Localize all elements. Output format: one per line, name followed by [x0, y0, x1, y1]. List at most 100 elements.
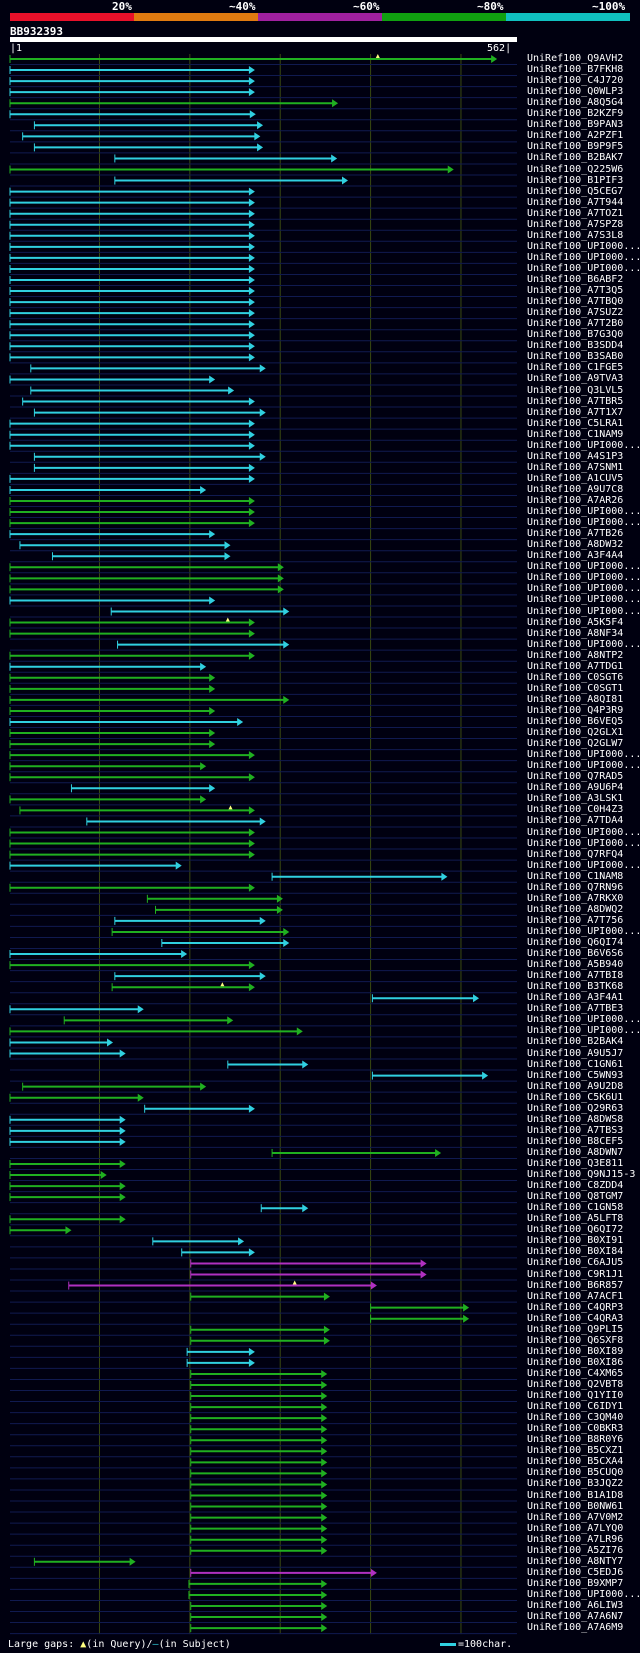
- hit-label[interactable]: UniRef100_B3SDD4: [527, 340, 624, 352]
- hit-label[interactable]: UniRef100_Q1YII0: [527, 1390, 624, 1402]
- hit-label[interactable]: UniRef100_A7TDG1: [527, 660, 624, 672]
- hit-label[interactable]: UniRef100_A7A6N7: [527, 1611, 624, 1623]
- hit-label[interactable]: UniRef100_A8NTY7: [527, 1555, 624, 1567]
- hit-label[interactable]: UniRef100_A3LSK1: [527, 793, 624, 805]
- hit-label[interactable]: UniRef100_C5K6U1: [527, 1091, 624, 1103]
- hit-label[interactable]: UniRef100_B5CXA4: [527, 1456, 624, 1468]
- hit-label[interactable]: UniRef100_UPI000...: [527, 240, 640, 252]
- hit-label[interactable]: UniRef100_UPI000...: [527, 760, 640, 772]
- hit-label[interactable]: UniRef100_Q9NJ15-3: [527, 1169, 636, 1181]
- hit-label[interactable]: UniRef100_A5B940: [527, 959, 624, 971]
- hit-label[interactable]: UniRef100_C6IDY1: [527, 1401, 624, 1413]
- hit-label[interactable]: UniRef100_A7A6M9: [527, 1622, 624, 1634]
- hit-label[interactable]: UniRef100_C1GN58: [527, 1202, 624, 1214]
- hit-label[interactable]: UniRef100_B5CXZ1: [527, 1445, 624, 1457]
- hit-label[interactable]: UniRef100_A7TDA4: [527, 815, 624, 827]
- hit-label[interactable]: UniRef100_Q2VBT8: [527, 1379, 624, 1390]
- hit-label[interactable]: UniRef100_B7G3Q0: [527, 329, 624, 341]
- hit-label[interactable]: UniRef100_A7T944: [527, 196, 624, 208]
- hit-label[interactable]: UniRef100_A5K5F4: [527, 616, 624, 628]
- hit-label[interactable]: UniRef100_B1PIF3: [527, 174, 624, 186]
- hit-label[interactable]: UniRef100_UPI000...: [527, 826, 640, 838]
- hit-label[interactable]: UniRef100_A8Q5G4: [527, 97, 624, 109]
- hit-label[interactable]: UniRef100_B2BAK4: [527, 1036, 624, 1048]
- hit-label[interactable]: UniRef100_UPI000...: [527, 262, 640, 274]
- hit-label[interactable]: UniRef100_B0XI84: [527, 1246, 624, 1258]
- hit-label[interactable]: UniRef100_Q3E811: [527, 1158, 624, 1169]
- hit-label[interactable]: UniRef100_B8CEF5: [527, 1135, 624, 1147]
- hit-label[interactable]: UniRef100_A7LYQ0: [527, 1522, 624, 1534]
- hit-label[interactable]: UniRef100_B9XMP7: [527, 1577, 624, 1589]
- hit-label[interactable]: UniRef100_A7T1X7: [527, 406, 624, 418]
- hit-label[interactable]: UniRef100_Q7RFQ4: [527, 848, 624, 860]
- hit-label[interactable]: UniRef100_A7TBQ0: [527, 296, 624, 308]
- hit-label[interactable]: UniRef100_A7TBR5: [527, 395, 624, 407]
- hit-label[interactable]: UniRef100_A4S1P3: [527, 450, 624, 462]
- hit-label[interactable]: UniRef100_C0BKR3: [527, 1423, 624, 1435]
- hit-label[interactable]: UniRef100_C1GN61: [527, 1058, 624, 1070]
- hit-label[interactable]: UniRef100_Q0WLP3: [527, 86, 624, 98]
- hit-label[interactable]: UniRef100_A7AR26: [527, 495, 624, 506]
- hit-label[interactable]: UniRef100_B8R0Y6: [527, 1434, 624, 1446]
- hit-label[interactable]: UniRef100_B2BAK7: [527, 152, 624, 164]
- hit-label[interactable]: UniRef100_UPI000...: [527, 925, 640, 937]
- hit-label[interactable]: UniRef100_Q9PLI5: [527, 1323, 624, 1335]
- hit-label[interactable]: UniRef100_B9P9F5: [527, 141, 624, 153]
- hit-label[interactable]: UniRef100_C0SGT6: [527, 671, 624, 683]
- hit-label[interactable]: UniRef100_B5CUQ0: [527, 1467, 624, 1479]
- hit-label[interactable]: UniRef100_UPI000...: [527, 251, 640, 263]
- hit-label[interactable]: UniRef100_A3F4A1: [527, 992, 624, 1004]
- hit-label[interactable]: UniRef100_C3QM40: [527, 1412, 624, 1424]
- hit-label[interactable]: UniRef100_C4J720: [527, 75, 624, 87]
- hit-label[interactable]: UniRef100_Q2GLX1: [527, 727, 624, 739]
- hit-label[interactable]: UniRef100_Q5CEG7: [527, 185, 624, 197]
- hit-label[interactable]: UniRef100_C4QRA3: [527, 1312, 624, 1324]
- hit-label[interactable]: UniRef100_C5LRA1: [527, 417, 624, 429]
- hit-label[interactable]: UniRef100_B6VEQ5: [527, 716, 624, 727]
- hit-label[interactable]: UniRef100_B6R857: [527, 1279, 624, 1291]
- hit-label[interactable]: UniRef100_A7SPZ8: [527, 218, 624, 230]
- hit-label[interactable]: UniRef100_Q29R63: [527, 1102, 624, 1114]
- hit-label[interactable]: UniRef100_UPI000...: [527, 837, 640, 849]
- hit-label[interactable]: UniRef100_A7TBI8: [527, 970, 624, 982]
- hit-label[interactable]: UniRef100_A8DWN7: [527, 1146, 624, 1158]
- hit-label[interactable]: UniRef100_Q225W6: [527, 163, 624, 175]
- hit-label[interactable]: UniRef100_A8NF34: [527, 627, 624, 639]
- hit-label[interactable]: UniRef100_C6AJU5: [527, 1257, 624, 1269]
- hit-label[interactable]: UniRef100_A9U5J7: [527, 1047, 624, 1059]
- hit-label[interactable]: UniRef100_A7LR96: [527, 1533, 624, 1545]
- hit-label[interactable]: UniRef100_UPI000...: [527, 749, 640, 761]
- hit-label[interactable]: UniRef100_UPI000...: [527, 572, 640, 584]
- hit-label[interactable]: UniRef100_A7TB26: [527, 528, 624, 540]
- hit-label[interactable]: UniRef100_B0XI89: [527, 1345, 624, 1357]
- hit-label[interactable]: UniRef100_UPI000...: [527, 439, 640, 451]
- hit-label[interactable]: UniRef100_Q4P3R9: [527, 704, 624, 716]
- hit-label[interactable]: UniRef100_UPI000...: [527, 605, 640, 617]
- hit-label[interactable]: UniRef100_C0H4Z3: [527, 804, 624, 816]
- hit-label[interactable]: UniRef100_A7SNM1: [527, 461, 624, 473]
- hit-label[interactable]: UniRef100_UPI000...: [527, 1025, 640, 1037]
- hit-label[interactable]: UniRef100_C4QRP3: [527, 1301, 624, 1313]
- hit-label[interactable]: UniRef100_UPI000...: [527, 1014, 640, 1026]
- hit-label[interactable]: UniRef100_A7SUZ2: [527, 307, 624, 319]
- hit-label[interactable]: UniRef100_Q8TGM7: [527, 1191, 624, 1203]
- hit-label[interactable]: UniRef100_B6V6S6: [527, 948, 624, 960]
- hit-label[interactable]: UniRef100_C0SGT1: [527, 682, 624, 694]
- hit-label[interactable]: UniRef100_C4XM65: [527, 1367, 624, 1379]
- hit-label[interactable]: UniRef100_C5WN93: [527, 1069, 624, 1081]
- hit-label[interactable]: UniRef100_Q6QI72: [527, 1224, 624, 1236]
- hit-label[interactable]: UniRef100_A7TBS3: [527, 1124, 624, 1136]
- hit-label[interactable]: UniRef100_UPI000...: [527, 1588, 640, 1600]
- hit-label[interactable]: UniRef100_C1NAM8: [527, 870, 624, 882]
- hit-label[interactable]: UniRef100_B0XI91: [527, 1235, 624, 1247]
- hit-label[interactable]: UniRef100_A7S3L8: [527, 229, 624, 241]
- hit-label[interactable]: UniRef100_A7TOZ1: [527, 207, 624, 219]
- hit-label[interactable]: UniRef100_A8NTP2: [527, 649, 624, 661]
- hit-label[interactable]: UniRef100_A7ACF1: [527, 1290, 624, 1302]
- hit-label[interactable]: UniRef100_B0NW61: [527, 1500, 624, 1512]
- hit-label[interactable]: UniRef100_UPI000...: [527, 506, 640, 518]
- hit-label[interactable]: UniRef100_A7TBE3: [527, 1003, 624, 1015]
- hit-label[interactable]: UniRef100_B9PAN3: [527, 119, 624, 131]
- hit-label[interactable]: UniRef100_Q3LVL5: [527, 384, 624, 396]
- hit-label[interactable]: UniRef100_B6ABF2: [527, 274, 624, 285]
